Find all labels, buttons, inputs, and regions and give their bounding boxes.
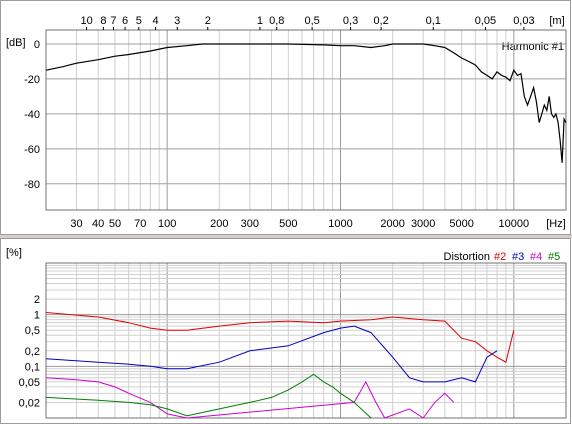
top-xtick-label: 70 <box>134 218 146 230</box>
top-wavelength-label: 0,5 <box>304 15 319 27</box>
top-wavelength-label: 6 <box>122 15 128 27</box>
top-ytick-label: -60 <box>24 144 40 156</box>
legend-2: #2 <box>494 251 506 263</box>
top-xtick-label: 2000 <box>380 218 404 230</box>
bottom-series <box>45 312 515 419</box>
distortion-series-h3 <box>45 325 498 383</box>
bottom-ylabel: [%] <box>6 247 22 259</box>
legend-5: #5 <box>548 251 560 263</box>
top-xtick-label: 500 <box>279 218 297 230</box>
top-series-line <box>45 43 567 163</box>
top-xtick-label: 1000 <box>328 218 352 230</box>
top-wavelength-label: 7 <box>110 15 116 27</box>
top-wavelength-label: 0,3 <box>343 15 358 27</box>
top-wavelength-label: 0,8 <box>269 15 284 27</box>
bottom-ytick-label: 0,05 <box>19 377 40 389</box>
bottom-ytick-label: 2 <box>34 294 40 306</box>
top-xtick-label: [Hz] <box>546 218 566 230</box>
legend-3: #3 <box>512 251 524 263</box>
top-ytick-label: -40 <box>24 109 40 121</box>
top-wavelength-label: 2 <box>205 15 211 27</box>
top-xtick-label: 200 <box>210 218 228 230</box>
panel-splitter[interactable] <box>0 235 572 238</box>
top-ytick-label: -80 <box>24 179 40 191</box>
top-xtick-label: 300 <box>241 218 259 230</box>
top-wavelength-label: 8 <box>100 15 106 27</box>
top-title: Harmonic #1 <box>502 41 564 53</box>
top-wavelength-label: 10 <box>80 15 92 27</box>
top-xtick-label: 100 <box>158 218 176 230</box>
top-grid <box>45 29 567 211</box>
top-xtick-label: 40 <box>92 218 104 230</box>
top-xtick-label: 3000 <box>411 218 435 230</box>
bottom-ytick-label: 0,02 <box>19 397 40 409</box>
top-ytick-label: -20 <box>24 74 40 86</box>
frequency-response-panel <box>0 0 571 235</box>
bottom-tick-labels: 2 1 0,5 0,2 0,1 0,05 0,02 <box>19 294 40 409</box>
top-wavelength-label: 4 <box>153 15 159 27</box>
top-wavelength-label: 1 <box>257 15 263 27</box>
top-wavelength-label: 0,2 <box>373 15 388 27</box>
top-xtick-label: 30 <box>70 218 82 230</box>
distortion-series-h2 <box>45 312 515 363</box>
top-tick-labels: 0 -20 -40 -60 -80 30 40 50 70 100 200 300 500 1000 200… <box>24 15 566 230</box>
bottom-ytick-label: 1 <box>34 310 40 322</box>
bottom-grid <box>45 262 567 419</box>
top-xtick-label: 50 <box>109 218 121 230</box>
top-plot-border <box>45 29 567 211</box>
bottom-ytick-label: 0,1 <box>25 361 40 373</box>
top-xtick-label: 10000 <box>499 218 530 230</box>
bottom-title: Distortion <box>444 251 490 263</box>
top-wavelength-label: 0,05 <box>475 15 496 27</box>
bottom-ytick-label: 0,2 <box>25 346 40 358</box>
top-xtick-label: 5000 <box>449 218 473 230</box>
top-ylabel: [dB] <box>6 37 26 49</box>
legend-4: #4 <box>530 251 542 263</box>
top-wavelength-label: 0,1 <box>426 15 441 27</box>
top-series <box>45 43 567 163</box>
top-wavelength-label: 5 <box>136 15 142 27</box>
top-wavelength-label: [m] <box>549 15 564 27</box>
top-wavelength-label: 3 <box>174 15 180 27</box>
bottom-ytick-label: 0,5 <box>25 325 40 337</box>
top-wavelength-label: 0,03 <box>513 15 534 27</box>
top-ytick-label: 0 <box>34 39 40 51</box>
distortion-series-h5 <box>45 373 372 419</box>
bottom-plot-border <box>45 262 567 419</box>
